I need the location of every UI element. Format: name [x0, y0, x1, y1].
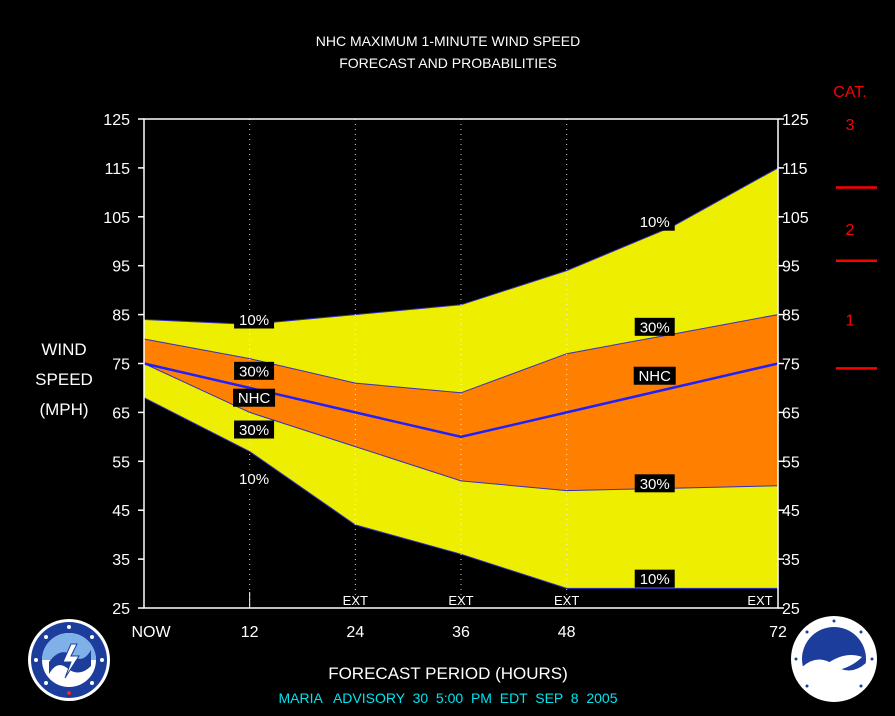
x-tick-label: NOW — [131, 624, 171, 641]
band-label-box — [234, 310, 275, 329]
category-label: 1 — [846, 312, 855, 329]
ext-marker: EXT — [343, 593, 368, 608]
y-tick-label-right: 95 — [782, 259, 800, 276]
band-label: 10% — [640, 214, 670, 231]
x-tick-label: 48 — [558, 624, 576, 641]
band-label: 30% — [640, 319, 670, 336]
y-tick-label-right: 55 — [782, 454, 800, 471]
y-tick-label-left: 75 — [112, 357, 130, 374]
band-label: NHC — [238, 390, 271, 407]
y-tick-label-right: 105 — [782, 210, 809, 227]
y-tick-label-left: 55 — [112, 454, 130, 471]
band-label-box — [234, 420, 275, 439]
band-label: 30% — [239, 422, 269, 439]
category-label: 2 — [846, 222, 855, 239]
x-tick-label: 24 — [346, 624, 364, 641]
band-label-box — [234, 469, 275, 488]
band-label-box — [634, 569, 675, 588]
band-30-percent — [144, 314, 778, 491]
ext-marker: EXT — [747, 593, 772, 608]
y-tick-label-left: 85 — [112, 308, 130, 325]
y-axis-label-line-2: SPEED — [35, 370, 93, 389]
y-tick-label-right: 115 — [782, 161, 808, 178]
noaa-logo — [791, 616, 877, 702]
y-tick-label-left: 115 — [104, 161, 130, 178]
band-label: 10% — [239, 312, 269, 329]
y-tick-label-right: 25 — [782, 601, 800, 618]
band-label-box — [234, 361, 275, 380]
y-tick-label-left: 125 — [103, 112, 130, 129]
band-label-box — [634, 212, 675, 231]
y-axis-label-line-3: (MPH) — [39, 400, 88, 419]
nhc-forecast-line — [143, 362, 779, 439]
band-label: 10% — [640, 571, 670, 588]
band-label: NHC — [638, 368, 671, 385]
x-tick-label: 12 — [241, 624, 259, 641]
ext-marker: EXT — [554, 593, 579, 608]
y-tick-label-right: 75 — [782, 357, 800, 374]
y-tick-label-right: 45 — [782, 503, 800, 520]
band-label-box — [634, 317, 675, 336]
band-label: 30% — [239, 363, 269, 380]
x-axis-label: FORECAST PERIOD (HOURS) — [328, 664, 568, 683]
y-tick-label-right: 125 — [782, 112, 809, 129]
chart-title-line-1: NHC MAXIMUM 1-MINUTE WIND SPEED — [316, 33, 580, 49]
y-axis-label-line-1: WIND — [41, 340, 86, 359]
nws-logo — [28, 619, 110, 701]
x-tick-label: 72 — [769, 624, 787, 641]
y-tick-label-right: 35 — [782, 552, 800, 569]
y-tick-label-left: 35 — [112, 552, 130, 569]
chart-title-line-2: FORECAST AND PROBABILITIES — [339, 55, 557, 71]
band-label-box — [634, 474, 675, 493]
category-label: 3 — [846, 117, 855, 134]
band-label: 30% — [640, 476, 670, 493]
y-tick-label-left: 25 — [112, 601, 130, 618]
advisory-footer: MARIA ADVISORY 30 5:00 PM EDT SEP 8 2005 — [278, 690, 617, 706]
band-label-box — [633, 366, 676, 385]
y-tick-label-left: 105 — [103, 210, 130, 227]
y-tick-label-right: 85 — [782, 308, 800, 325]
x-tick-label: 36 — [452, 624, 470, 641]
band-label: 10% — [239, 471, 269, 488]
y-tick-label-left: 45 — [112, 503, 130, 520]
y-tick-label-right: 65 — [782, 405, 800, 422]
y-tick-label-left: 95 — [112, 259, 130, 276]
category-heading: CAT. — [833, 84, 866, 101]
ext-marker: EXT — [448, 593, 473, 608]
y-tick-label-left: 65 — [112, 405, 130, 422]
band-label-box — [233, 388, 276, 407]
